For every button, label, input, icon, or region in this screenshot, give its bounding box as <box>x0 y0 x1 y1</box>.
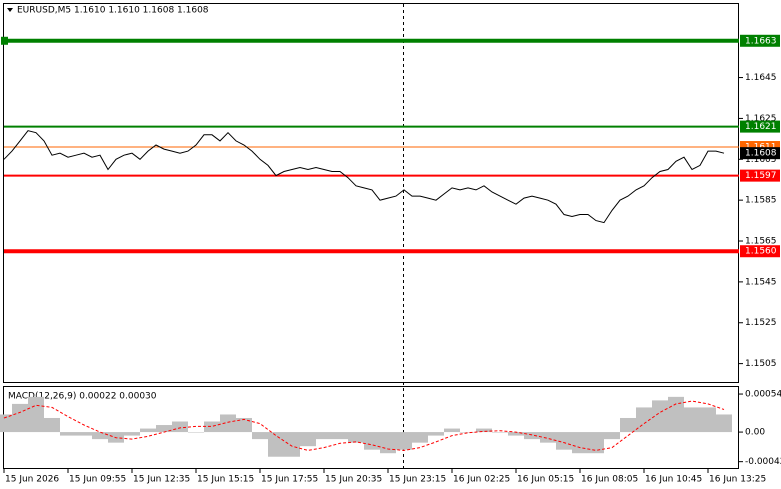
x-tick-label: 15 Jun 09:55 <box>69 475 126 485</box>
main-pane <box>3 3 739 383</box>
level-label: 1.1560 <box>745 247 777 257</box>
macd-bar <box>652 400 668 433</box>
macd-bar <box>268 432 284 457</box>
macd-title: MACD(12,26,9) 0.00022 0.00030 <box>8 392 157 402</box>
level-label-box <box>740 245 780 258</box>
menu-arrow <box>7 8 13 12</box>
y-tick-label: 1.1625 <box>745 114 777 124</box>
bid-label-box <box>740 147 780 160</box>
macd-bar <box>668 396 684 433</box>
macd-bar <box>396 432 412 450</box>
macd-bar <box>444 428 460 433</box>
macd-bar <box>460 432 476 433</box>
macd-bar <box>140 428 156 433</box>
bid-label: 1.1608 <box>745 149 777 159</box>
macd-bar <box>348 432 364 443</box>
macd-bar <box>300 432 316 447</box>
x-tick-label: 15 Jun 15:15 <box>197 475 254 485</box>
macd-bar <box>540 432 556 443</box>
macd-pane <box>3 386 739 469</box>
x-tick-label: 15 Jun 12:35 <box>133 475 190 485</box>
price-line <box>3 130 725 224</box>
x-tick-label: 16 Jun 13:25 <box>709 475 766 485</box>
macd-bar <box>716 414 732 433</box>
y-tick-label: 1.1545 <box>745 277 777 287</box>
macd-bar <box>380 432 396 454</box>
y-tick-label: 1.1525 <box>745 318 777 328</box>
macd-bar <box>572 432 588 454</box>
macd-bar <box>124 432 140 436</box>
level-handle <box>1 36 8 45</box>
level-label-box <box>740 120 780 133</box>
level-label-box <box>740 169 780 182</box>
macd-bar <box>588 432 604 454</box>
y-tick-label: 0.00054 <box>745 390 781 400</box>
macd-bar <box>492 432 508 433</box>
y-tick-label: 1.1565 <box>745 237 777 247</box>
chart-title: EURUSD,M5 1.1610 1.1610 1.1608 1.1608 <box>17 6 209 16</box>
x-tick-label: 16 Jun 08:05 <box>581 475 638 485</box>
macd-bar <box>60 432 76 436</box>
macd-bar <box>0 414 12 433</box>
macd-bar <box>604 432 620 440</box>
macd-bar <box>44 417 60 433</box>
level-label: 1.1663 <box>745 36 777 46</box>
macd-bar <box>28 396 44 433</box>
macd-bar <box>156 425 172 433</box>
level-label: 1.1597 <box>745 171 777 181</box>
macd-bar <box>252 432 268 440</box>
level-label-box <box>740 34 780 47</box>
macd-bar <box>620 417 636 433</box>
macd-bar <box>428 432 444 436</box>
x-tick-label: 15 Jun 20:35 <box>325 475 382 485</box>
macd-bar <box>684 407 700 433</box>
macd-bar <box>364 432 380 450</box>
x-tick-label: 16 Jun 02:25 <box>453 475 510 485</box>
macd-bar <box>412 432 428 443</box>
y-tick-label: 1.1505 <box>745 359 777 369</box>
y-tick-label: -0.00042 <box>745 457 781 467</box>
x-tick-label: 16 Jun 05:15 <box>517 475 574 485</box>
macd-bar <box>332 432 348 440</box>
macd-bar <box>316 432 332 440</box>
y-tick-label: 1.1645 <box>745 73 777 83</box>
y-tick-label: 1.1585 <box>745 196 777 206</box>
macd-bar <box>76 432 92 436</box>
y-tick-label: 1.1605 <box>745 155 777 165</box>
macd-bar <box>476 428 492 433</box>
level-label: 1.1621 <box>745 122 777 132</box>
y-tick-label: 0.00 <box>745 428 765 438</box>
macd-bar <box>220 414 236 433</box>
macd-bar <box>556 432 572 450</box>
macd-bar <box>284 432 300 457</box>
macd-bar <box>92 432 108 440</box>
x-tick-label: 15 Jun 17:55 <box>261 475 318 485</box>
x-tick-label: 16 Jun 10:45 <box>645 475 702 485</box>
x-tick-label: 15 Jun 23:15 <box>389 475 446 485</box>
macd-bar <box>172 421 188 433</box>
macd-bar <box>508 432 524 436</box>
macd-bar <box>204 421 220 433</box>
macd-bar <box>188 432 204 433</box>
macd-bar <box>636 407 652 433</box>
macd-bar <box>700 407 716 433</box>
macd-bar <box>524 432 540 440</box>
x-tick-label: 15 Jun 2026 <box>5 475 59 485</box>
signal-line <box>3 400 725 451</box>
macd-bar <box>12 403 28 433</box>
macd-bar <box>236 417 252 433</box>
